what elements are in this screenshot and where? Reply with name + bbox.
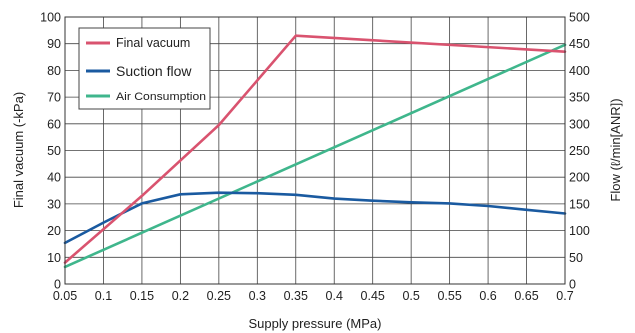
y-right-tick-label: 350 [569,91,590,105]
series-lines [63,34,567,269]
legend-label-final-vacuum: Final vacuum [116,36,190,50]
x-tick-label: 0.65 [514,289,538,303]
y-left-tick-label: 100 [40,11,61,25]
legend-label-air-consumption: Air Consumption [116,91,206,103]
x-tick-label: 0.15 [130,289,154,303]
x-tick-label: 0.6 [479,289,496,303]
y-right-tick-label: 500 [569,11,590,25]
y-left-tick-label: 90 [47,37,61,51]
x-tick-label: 0.5 [402,289,419,303]
y-axis-left-label: Final vacuum (-kPa) [11,92,26,208]
y-right-tick-label: 100 [569,224,590,238]
y-right-tick-label: 450 [569,37,590,51]
x-tick-label: 0.45 [361,289,385,303]
x-axis-label: Supply pressure (MPa) [249,316,382,331]
x-tick-label: 0.3 [249,289,266,303]
x-tick-label: 0.05 [53,289,77,303]
y-right-tick-label: 300 [569,117,590,131]
y-left-tick-label: 40 [47,171,61,185]
y-right-tick-label: 200 [569,171,590,185]
legend: Final vacuum Suction flow Air Consumptio… [78,27,211,110]
plot-frame [64,16,566,285]
y-left-tick-label: 60 [47,117,61,131]
series-line-air-consumption [63,43,567,269]
x-tick-label: 0.2 [172,289,189,303]
y-left-tick-label: 0 [54,278,61,292]
x-tick-label: 0.1 [95,289,112,303]
y-axis-right-label: Flow (ℓ/min[ANR]) [608,98,623,201]
series-line-final-vacuum [63,34,567,264]
x-tick-label: 0.35 [284,289,308,303]
y-left-tick-label: 50 [47,144,61,158]
legend-label-suction-flow: Suction flow [116,63,192,79]
x-tick-label: 0.7 [556,289,573,303]
y-right-tick-label: 50 [569,251,583,265]
x-tick-label: 0.55 [437,289,461,303]
y-left-tick-label: 20 [47,224,61,238]
y-left-tick-label: 70 [47,91,61,105]
y-left-tick-label: 80 [47,64,61,78]
series-line-suction-flow [63,191,567,245]
y-left-tick-label: 10 [47,251,61,265]
tick-labels: 0.05 0.1 0.15 0.2 0.25 0.3 0.35 0.4 0.45 0.5 0.55 0… [40,11,590,304]
y-left-tick-label: 30 [47,197,61,211]
x-tick-label: 0.4 [326,289,343,303]
y-right-tick-label: 150 [569,197,590,211]
x-tick-label: 0.25 [207,289,231,303]
y-right-tick-label: 400 [569,64,590,78]
y-right-tick-label: 250 [569,144,590,158]
y-right-tick-label: 0 [569,278,576,292]
